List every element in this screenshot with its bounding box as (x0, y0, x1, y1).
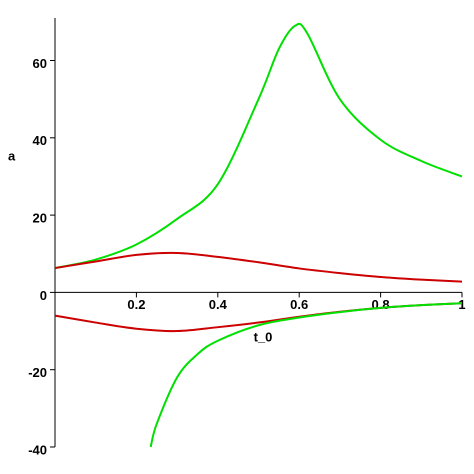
y-axis-label: a (8, 148, 16, 163)
y-tick-label: 0 (40, 288, 47, 303)
x-tick-label: 0.4 (209, 297, 228, 312)
x-tick-label: 0.8 (372, 297, 390, 312)
data-line (54, 302, 463, 333)
x-tick-label: 0.2 (127, 297, 145, 312)
x-tick-label: 1 (458, 297, 465, 312)
data-line (54, 251, 463, 283)
data-line (54, 22, 463, 270)
y-tick-label: 20 (33, 211, 47, 226)
x-axis-label: t_0 (254, 329, 273, 344)
y-tick-label: 40 (33, 133, 47, 148)
y-tick-label: 60 (33, 56, 47, 71)
x-tick-label: 0.6 (290, 297, 308, 312)
y-tick-label: -20 (28, 365, 47, 380)
data-line (149, 302, 463, 448)
y-tick-label: -40 (28, 442, 47, 457)
